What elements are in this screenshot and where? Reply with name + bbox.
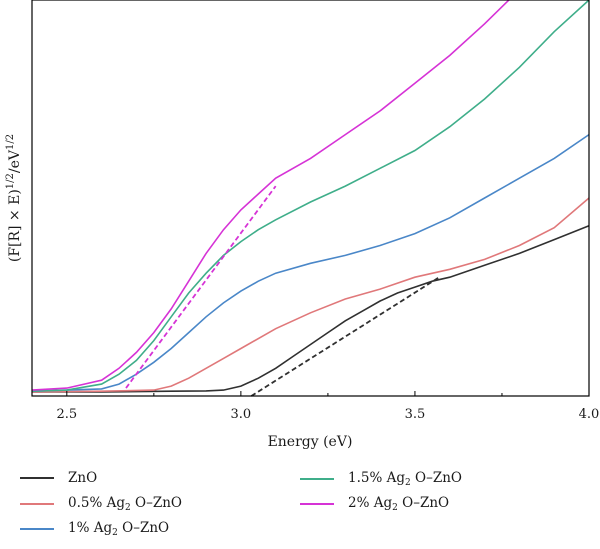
tangent-line-0 [250, 276, 440, 397]
legend-label: 2% Ag2 O–ZnO [348, 495, 450, 513]
legend-label: 0.5% Ag2 O–ZnO [68, 495, 182, 513]
tangent-lines [125, 185, 440, 397]
legend-item-1: 0.5% Ag2 O–ZnO [20, 495, 182, 513]
legend-label: ZnO [68, 470, 98, 486]
legend-item-2: 1% Ag2 O–ZnO [20, 520, 169, 538]
series-line-3 [31, 0, 590, 392]
series-line-2 [31, 133, 590, 392]
plot-lines [31, 0, 590, 393]
series-line-0 [32, 224, 590, 393]
x-tick-label-3: 4.0 [579, 407, 600, 422]
plot-frame [31, 0, 590, 397]
x-tick-label-1: 3.0 [231, 407, 252, 422]
tangent-line-1 [125, 185, 277, 389]
legend-swatch [20, 503, 54, 505]
legend-item-3: 1.5% Ag2 O–ZnO [300, 470, 462, 488]
x-tick-label-2: 3.5 [405, 407, 426, 422]
legend: ZnO 0.5% Ag2 O–ZnO 1% Ag2 O–ZnO 1.5% Ag2 O–… [20, 470, 580, 545]
legend-label: 1% Ag2 O–ZnO [68, 520, 170, 538]
series-line-4 [31, 0, 510, 391]
x-tick-label-0: 2.5 [56, 407, 77, 422]
x-axis-label: Energy (eV) [268, 434, 353, 450]
y-axis-label: (F[R] × E)1/2/eV1/2 [5, 134, 23, 262]
legend-item-0: ZnO [20, 470, 97, 486]
legend-item-4: 2% Ag2 O–ZnO [300, 495, 449, 513]
series-line-1 [31, 197, 590, 393]
legend-swatch [20, 528, 54, 530]
legend-swatch [300, 503, 334, 505]
legend-label: 1.5% Ag2 O–ZnO [348, 470, 462, 488]
x-axis-ticks: 2.5 3.0 3.5 4.0 [56, 391, 599, 422]
legend-swatch [300, 478, 334, 480]
legend-swatch [20, 477, 54, 479]
